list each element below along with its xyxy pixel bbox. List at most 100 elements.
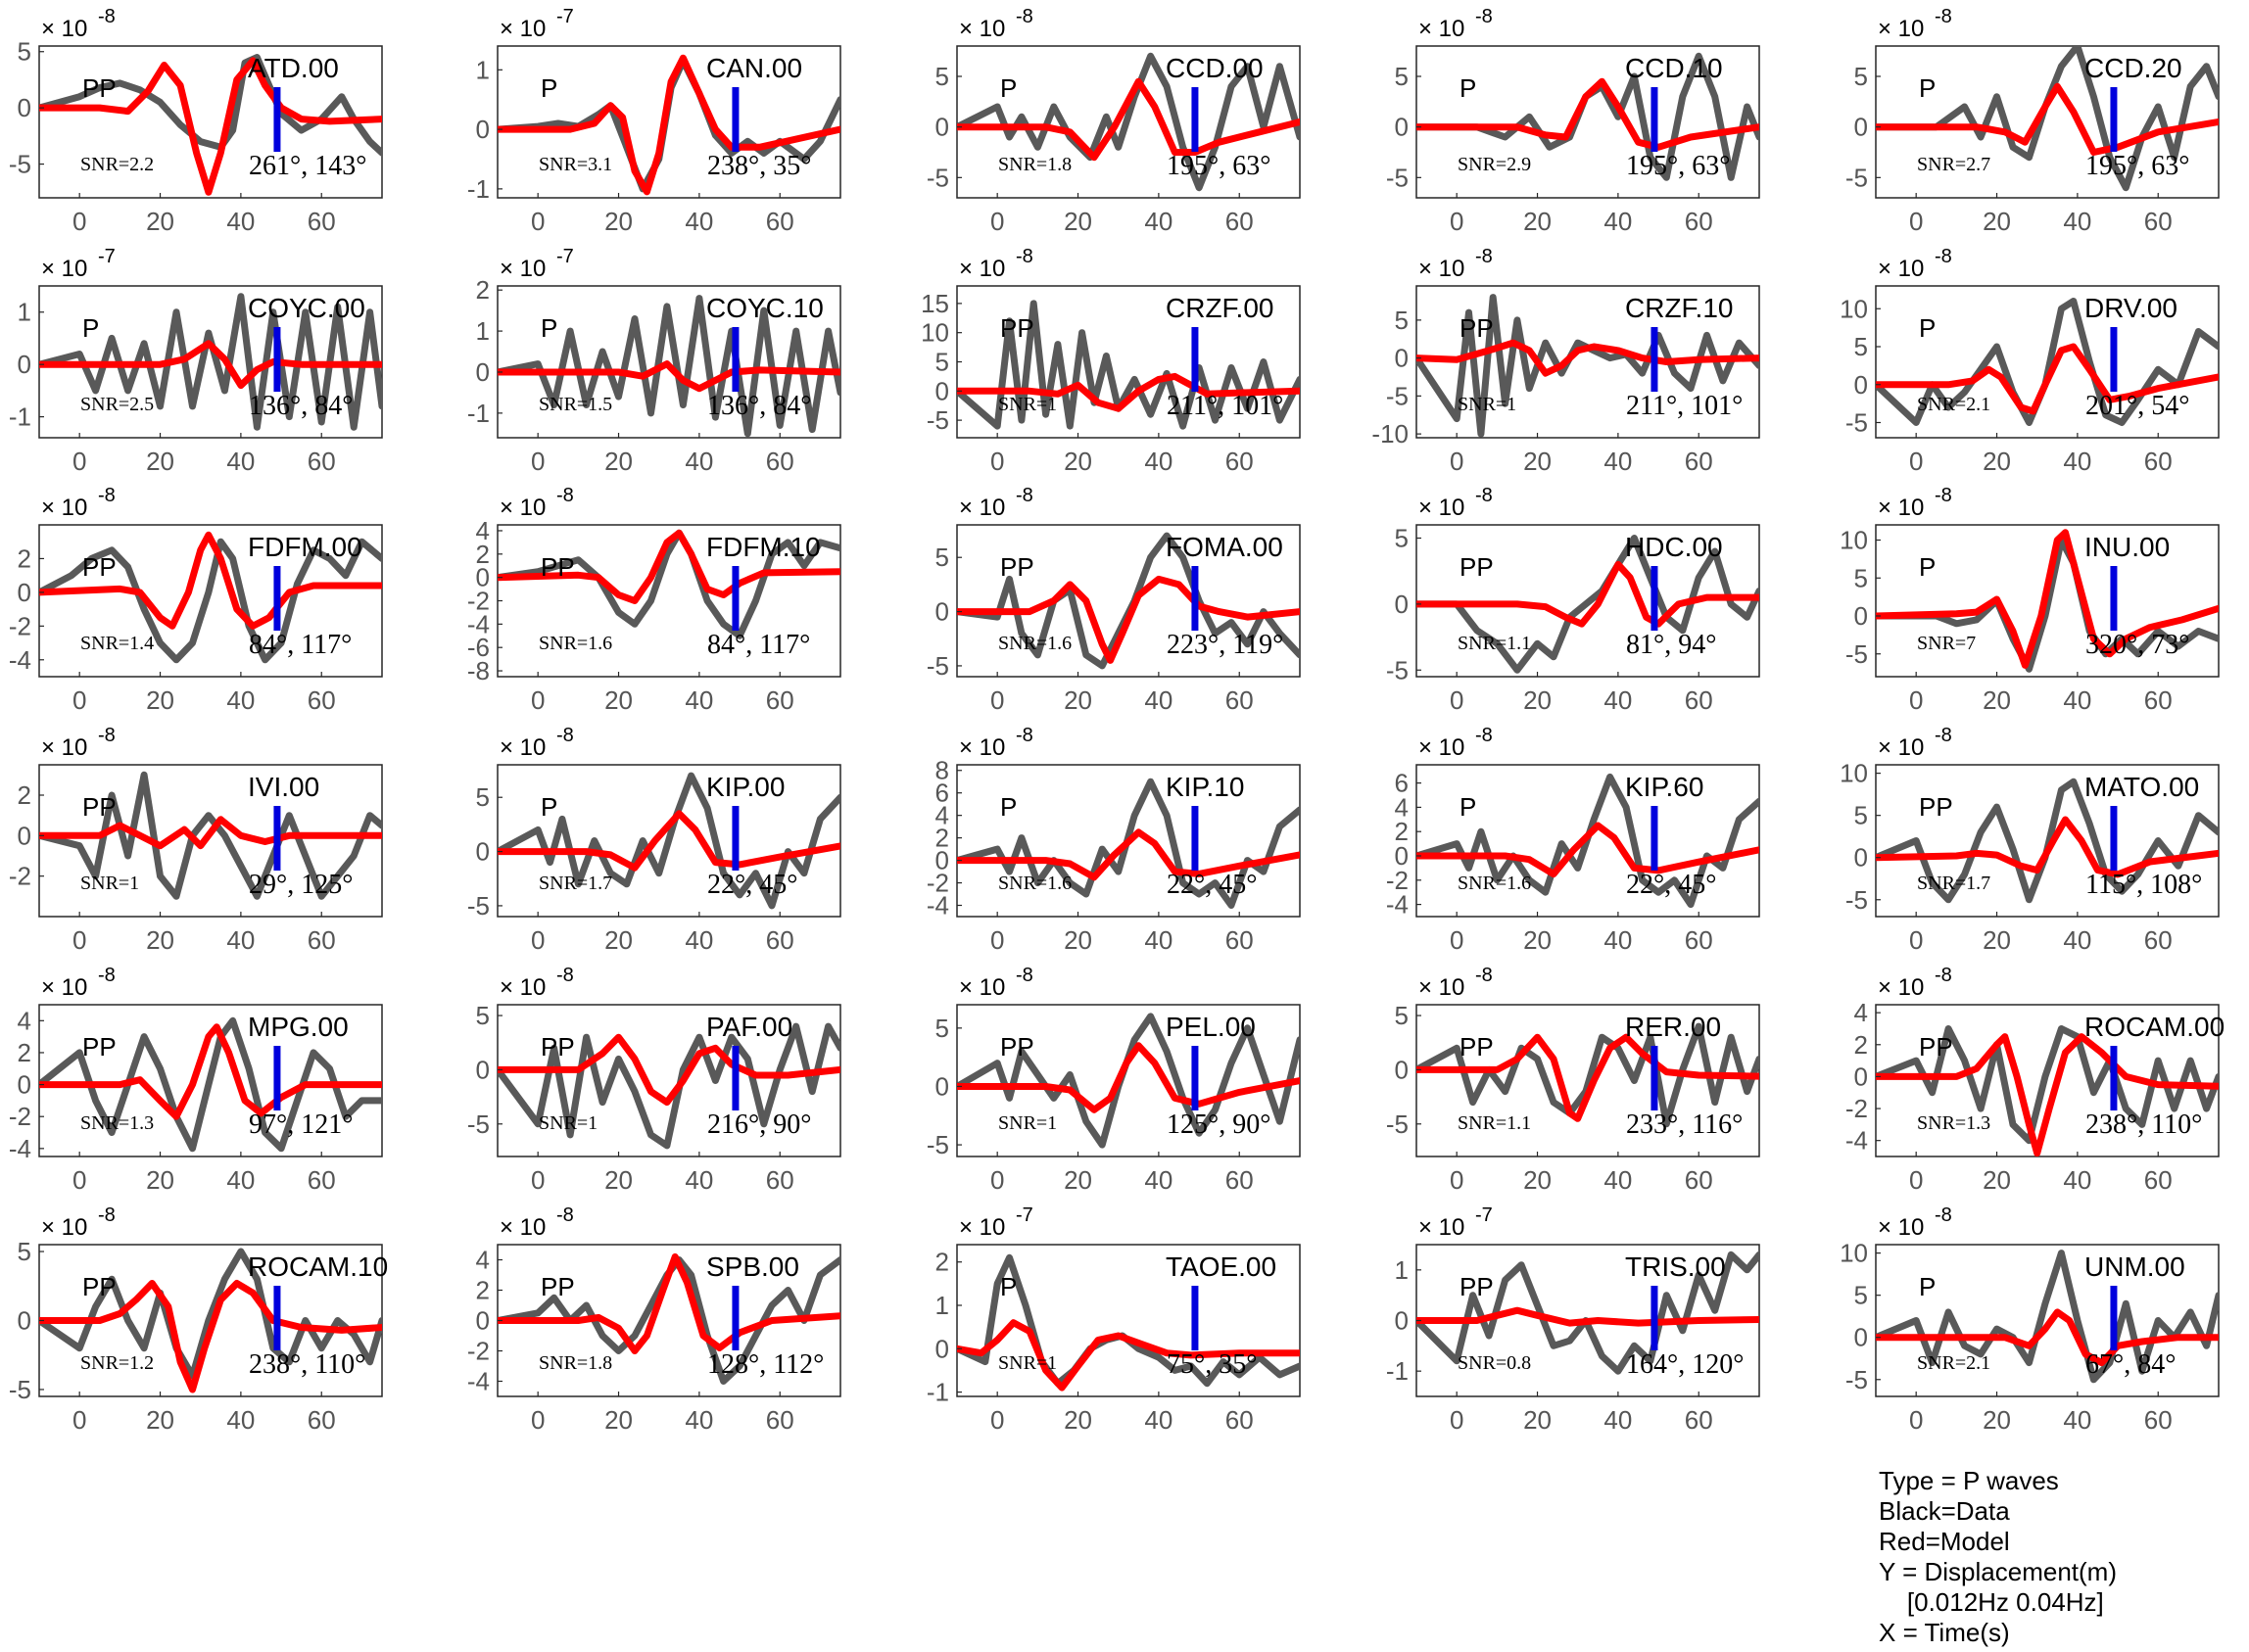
x-tick-label: 60 [2144, 685, 2173, 715]
x-tick-label: 40 [685, 925, 713, 955]
x-tick-label: 20 [604, 207, 633, 236]
y-tick-label: 0 [1395, 1055, 1409, 1084]
y-tick-label: 5 [935, 543, 949, 572]
y-exponent-label: × 10 [500, 1214, 546, 1241]
model-trace [39, 57, 382, 196]
phase-label: PP [1000, 1032, 1034, 1062]
y-exponent-power: -8 [1935, 1204, 1952, 1226]
y-exponent-power: -7 [98, 246, 116, 267]
y-tick-label: -1 [9, 402, 31, 432]
y-exponent-power: -8 [1016, 725, 1033, 746]
y-tick-label: -5 [467, 891, 490, 920]
x-tick-label: 0 [1450, 447, 1463, 476]
y-tick-label: -1 [927, 1378, 949, 1407]
x-tick-label: 0 [1909, 447, 1923, 476]
x-tick-label: 60 [1225, 685, 1254, 715]
y-exponent-label: × 10 [41, 734, 87, 761]
y-exponent-power: -7 [556, 246, 574, 267]
x-tick-label: 60 [308, 207, 336, 236]
y-exponent-power: -8 [1475, 246, 1493, 267]
y-exponent-label: × 10 [959, 1214, 1005, 1241]
x-tick-label: 0 [1909, 1405, 1923, 1435]
angle-label: 67°, 84° [2085, 1349, 2176, 1380]
x-tick-label: 40 [226, 447, 255, 476]
panel-coyc-00: 0 20 40 60 -1 0 1 × 10 -7 P COYC.00 SNR=2.5 136°, 84… [9, 246, 383, 476]
x-tick-label: 40 [2063, 447, 2091, 476]
x-tick-label: 40 [685, 447, 713, 476]
y-tick-label: 0 [18, 93, 31, 122]
y-tick-label: 0 [476, 1055, 490, 1084]
panel-kip-00: 0 20 40 60 -5 0 5 × 10 -8 P KIP.00 SNR=1.7 22°, 45° [467, 725, 841, 955]
y-exponent-power: -8 [1475, 725, 1493, 746]
y-tick-label: 0 [476, 563, 490, 592]
phase-label: P [541, 313, 557, 343]
y-tick-label: 0 [935, 1334, 949, 1363]
panel-hdc-00: 0 20 40 60 -5 0 5 × 10 -8 PP HDC.00 SNR=1.1 81°, 94° [1386, 485, 1760, 715]
y-tick-label: -2 [1845, 1094, 1868, 1123]
x-tick-label: 20 [1983, 685, 2011, 715]
panel-ccd-20: 0 20 40 60 -5 0 5 × 10 -8 P CCD.20 SNR=2.7 195°, 63° [1845, 6, 2220, 236]
station-label: CRZF.10 [1625, 293, 1733, 323]
angle-label: 238°, 35° [707, 151, 811, 181]
y-exponent-label: × 10 [1878, 256, 1924, 282]
y-exponent-power: -7 [1475, 1204, 1493, 1226]
snr-label: SNR=1.7 [1917, 873, 1990, 894]
y-tick-label: 0 [476, 115, 490, 144]
y-tick-label: -5 [1845, 408, 1868, 438]
phase-label: PP [82, 1032, 117, 1062]
angle-label: 238°, 110° [2085, 1109, 2202, 1140]
y-tick-label: -5 [927, 163, 949, 192]
y-tick-label: 2 [1854, 1030, 1868, 1060]
phase-label: PP [541, 1032, 575, 1062]
y-exponent-label: × 10 [959, 495, 1005, 521]
y-exponent-power: -8 [556, 485, 574, 506]
x-tick-label: 60 [1685, 207, 1713, 236]
x-tick-label: 40 [1144, 685, 1172, 715]
y-tick-label: -2 [9, 1102, 31, 1131]
y-tick-label: 0 [1854, 113, 1868, 142]
y-tick-label: -5 [927, 651, 949, 681]
y-tick-label: 0 [1395, 841, 1409, 871]
angle-label: 211°, 101° [1626, 391, 1743, 421]
x-tick-label: 60 [1225, 925, 1254, 955]
y-tick-label: 0 [1854, 1323, 1868, 1352]
snr-label: SNR=2.7 [1917, 154, 1990, 175]
y-exponent-label: × 10 [41, 974, 87, 1001]
x-tick-label: 0 [531, 1165, 545, 1195]
panel-pel-00: 0 20 40 60 -5 0 5 × 10 -8 PP PEL.00 SNR=1 125°, 90° [927, 965, 1301, 1195]
snr-label: SNR=2.9 [1458, 154, 1531, 175]
model-trace [498, 810, 840, 872]
panel-coyc-10: 0 20 40 60 -1 0 1 2 × 10 -7 P COYC.10 SNR=1.5 136°, 8… [467, 246, 841, 476]
model-trace [957, 1042, 1300, 1113]
station-label: PEL.00 [1166, 1012, 1256, 1042]
phase-label: P [1000, 792, 1017, 822]
y-tick-label: 4 [1395, 792, 1409, 822]
y-tick-label: 4 [476, 1246, 490, 1275]
y-tick-label: 0 [18, 821, 31, 850]
y-tick-label: -4 [467, 1367, 490, 1396]
x-tick-label: 20 [1983, 447, 2011, 476]
y-tick-label: 10 [1840, 294, 1868, 323]
y-exponent-power: -8 [1016, 485, 1033, 506]
y-tick-label: 0 [18, 350, 31, 379]
y-exponent-power: -8 [556, 1204, 574, 1226]
panel-fdfm-00: 0 20 40 60 -4 -2 0 2 × 10 -8 PP FDFM.00 SNR=1.4 84°, … [9, 485, 383, 715]
legend-type: Type = P waves [1879, 1466, 2059, 1495]
x-tick-label: 0 [990, 207, 1004, 236]
y-tick-label: -5 [927, 405, 949, 435]
snr-label: SNR=1.6 [539, 633, 612, 654]
data-trace [1876, 1250, 2219, 1384]
y-exponent-label: × 10 [500, 16, 546, 42]
angle-label: 195°, 63° [1626, 151, 1730, 181]
y-tick-label: 5 [1854, 563, 1868, 592]
x-tick-label: 40 [1144, 1405, 1172, 1435]
y-tick-label: 10 [1840, 759, 1868, 788]
x-tick-label: 20 [1523, 925, 1552, 955]
snr-label: SNR=1 [1458, 394, 1516, 415]
angle-label: 261°, 143° [249, 151, 366, 181]
y-tick-label: -1 [467, 174, 490, 204]
model-trace [39, 340, 382, 390]
y-tick-label: 1 [935, 1291, 949, 1320]
